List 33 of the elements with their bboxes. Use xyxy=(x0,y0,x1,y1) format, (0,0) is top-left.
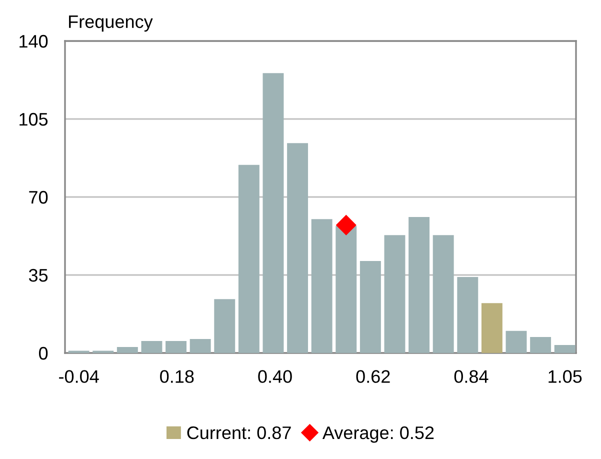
bar xyxy=(530,336,552,353)
bar xyxy=(214,299,236,353)
bar xyxy=(311,219,332,353)
legend-label: Current: 0.87 xyxy=(187,426,291,440)
bar xyxy=(384,235,406,353)
x-tick-label: 1.05 xyxy=(548,370,582,383)
bar xyxy=(190,338,211,353)
bar xyxy=(408,217,430,353)
y-tick-label: 35 xyxy=(28,268,48,282)
y-tick-label: 140 xyxy=(20,34,48,48)
x-tick-label: 0.84 xyxy=(454,370,488,383)
bar xyxy=(336,226,357,353)
bar xyxy=(506,330,527,353)
y-tick-label: 0 xyxy=(39,346,48,360)
bar xyxy=(287,143,308,353)
y-axis-title: Frequency xyxy=(69,15,153,32)
bar xyxy=(554,344,576,353)
y-tick-label: 105 xyxy=(20,112,48,126)
y-tick-label: 70 xyxy=(29,190,48,204)
bar xyxy=(360,260,381,353)
bar xyxy=(262,73,284,353)
legend-label: Average: 0.52 xyxy=(322,426,434,443)
bar xyxy=(238,164,260,353)
x-tick-label: 0.18 xyxy=(160,370,194,383)
x-tick-label: -0.04 xyxy=(59,370,99,383)
bar xyxy=(457,277,478,353)
bar xyxy=(116,346,138,353)
bar xyxy=(141,340,162,353)
x-tick-label: 0.40 xyxy=(258,370,292,383)
bar xyxy=(432,235,454,353)
x-tick-label: 0.62 xyxy=(356,370,390,383)
bar xyxy=(166,340,187,353)
bar xyxy=(481,303,502,353)
